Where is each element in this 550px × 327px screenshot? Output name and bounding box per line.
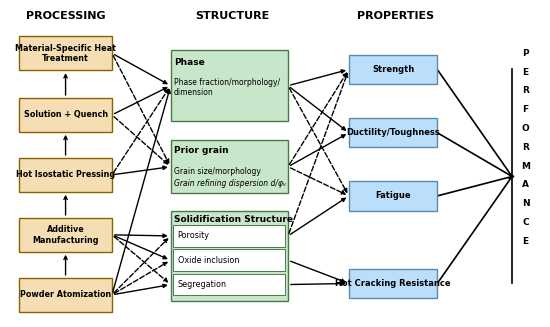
Bar — [349, 181, 437, 211]
Text: PROPERTIES: PROPERTIES — [357, 11, 434, 21]
Bar — [19, 158, 112, 192]
Text: C: C — [522, 218, 529, 227]
Bar — [170, 140, 288, 194]
Text: Grain refining dispersion d/φᵥ: Grain refining dispersion d/φᵥ — [174, 180, 286, 188]
Text: R: R — [522, 86, 529, 95]
Bar — [19, 36, 112, 70]
Text: Solution + Quench: Solution + Quench — [24, 111, 108, 119]
Text: Solidification Structure: Solidification Structure — [174, 215, 293, 224]
Text: Oxide inclusion: Oxide inclusion — [178, 256, 239, 265]
Bar — [170, 211, 288, 301]
Text: Porosity: Porosity — [178, 232, 210, 240]
Text: N: N — [522, 199, 530, 208]
Text: Hot Isostatic Pressing: Hot Isostatic Pressing — [16, 170, 115, 179]
Text: M: M — [521, 162, 530, 171]
Text: F: F — [522, 105, 529, 114]
Text: E: E — [522, 237, 529, 246]
Text: Phase fraction/morphology/
dimension: Phase fraction/morphology/ dimension — [174, 77, 280, 97]
Bar — [19, 218, 112, 252]
Bar — [173, 225, 285, 247]
Text: Material-Specific Heat
Treatment: Material-Specific Heat Treatment — [15, 43, 116, 63]
Text: A: A — [522, 181, 529, 189]
Text: Fatigue: Fatigue — [375, 191, 411, 200]
Bar — [349, 118, 437, 147]
Text: Phase: Phase — [174, 58, 205, 67]
Text: Powder Atomization: Powder Atomization — [20, 290, 111, 299]
Bar — [170, 50, 288, 121]
Bar — [173, 274, 285, 295]
Text: Strength: Strength — [372, 65, 414, 74]
Bar — [173, 250, 285, 271]
Bar — [19, 278, 112, 312]
Text: P: P — [522, 49, 529, 58]
Text: E: E — [522, 68, 529, 77]
Text: Additive
Manufacturing: Additive Manufacturing — [32, 225, 99, 245]
Text: Hot Cracking Resistance: Hot Cracking Resistance — [336, 279, 451, 288]
Text: STRUCTURE: STRUCTURE — [195, 11, 269, 21]
Bar — [349, 55, 437, 84]
Text: PROCESSING: PROCESSING — [26, 11, 106, 21]
Text: Prior grain: Prior grain — [174, 146, 229, 155]
Text: R: R — [522, 143, 529, 152]
Text: O: O — [522, 124, 530, 133]
Bar — [19, 98, 112, 132]
Bar — [349, 269, 437, 298]
Text: Segregation: Segregation — [178, 280, 227, 289]
Text: Grain size/morphology: Grain size/morphology — [174, 166, 261, 176]
Text: Ductility/Toughness: Ductility/Toughness — [346, 128, 440, 137]
